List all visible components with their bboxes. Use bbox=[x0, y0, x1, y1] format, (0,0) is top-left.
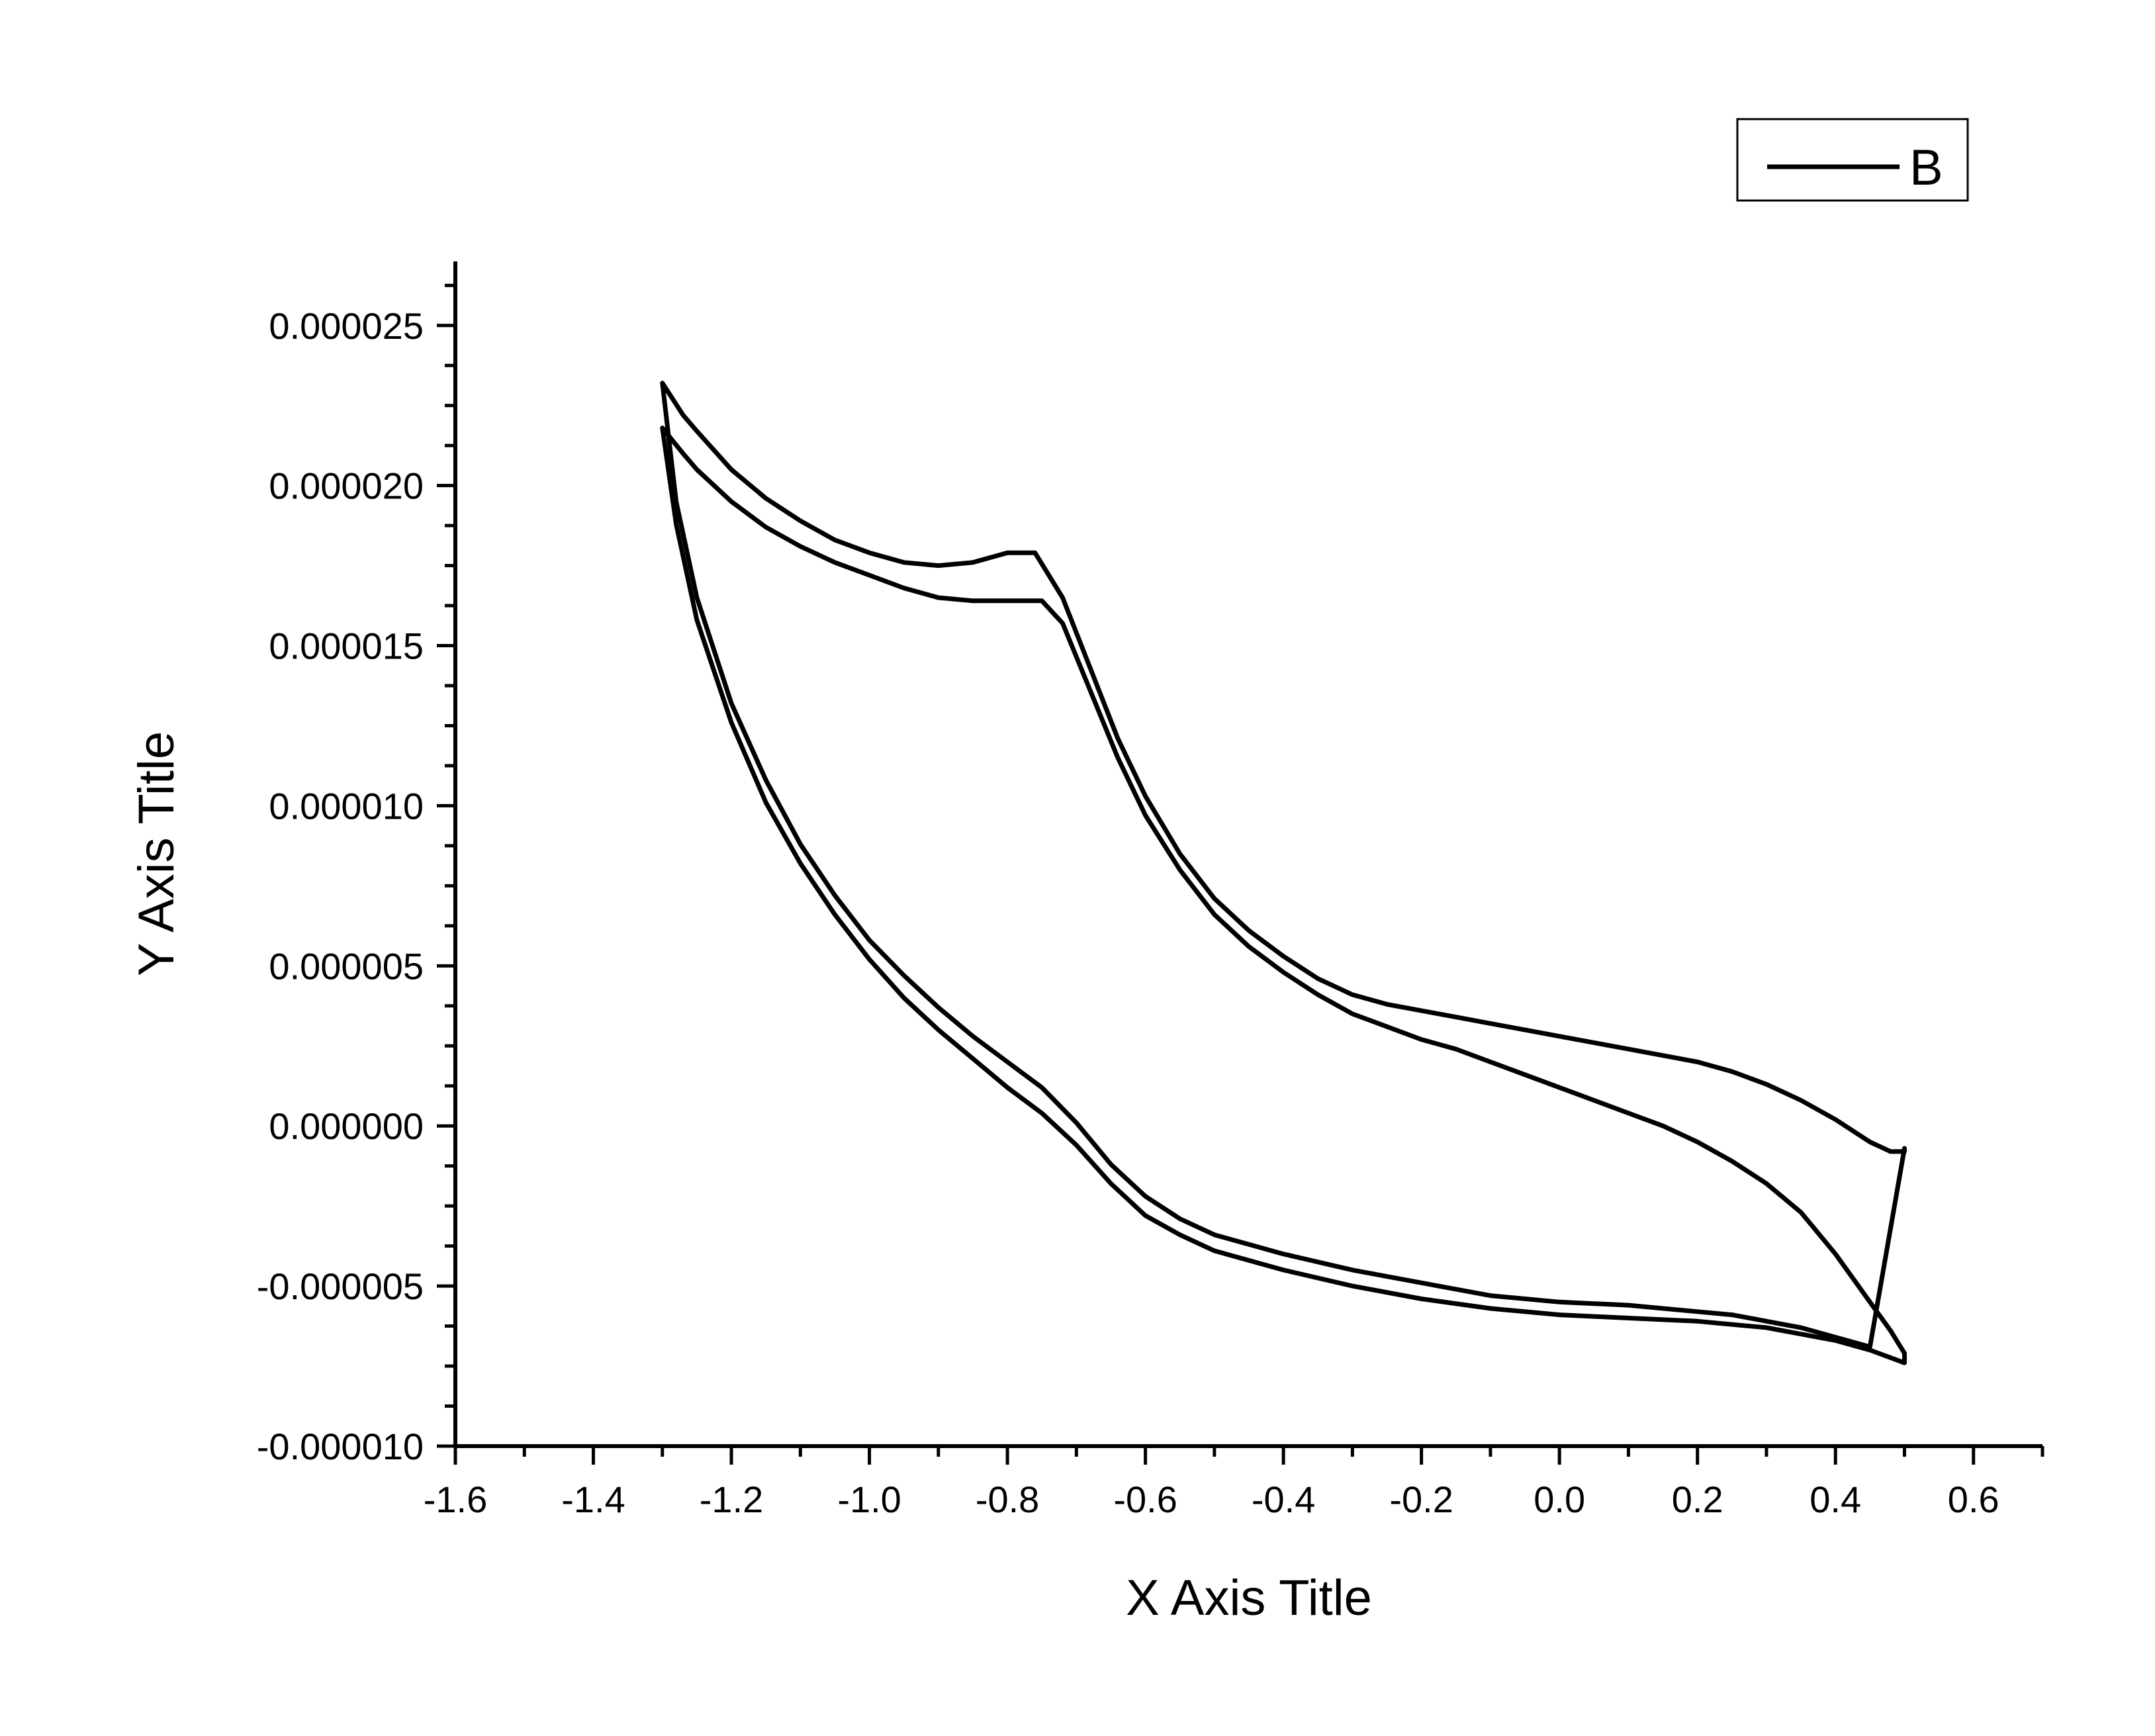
x-tick-label: 0.0 bbox=[1534, 1479, 1585, 1520]
legend-entry-b: B bbox=[1909, 140, 1943, 196]
y-axis-ticks: -0.000010 -0.000005 0.000000 0.000005 0.0000… bbox=[257, 283, 455, 1467]
y-tick-label: 0.000015 bbox=[269, 625, 424, 667]
axes: -1.6 -1.4 -1.2 -1.0 -0.8 -0.6 -0.4 -0.2 0.0 0.2 0.… bbox=[257, 261, 2044, 1520]
legend-box bbox=[1736, 118, 1969, 202]
y-tick-label: -0.000005 bbox=[257, 1265, 424, 1307]
x-axis-title: X Axis Title bbox=[1126, 1570, 1372, 1626]
y-tick-label: -0.000010 bbox=[257, 1426, 424, 1467]
x-tick-label: -0.8 bbox=[976, 1479, 1040, 1520]
x-tick-label: -1.4 bbox=[561, 1479, 625, 1520]
x-tick-label: 0.4 bbox=[1810, 1479, 1861, 1520]
x-tick-label: -1.0 bbox=[837, 1479, 901, 1520]
x-tick-label: 0.2 bbox=[1672, 1479, 1723, 1520]
x-axis-ticks: -1.6 -1.4 -1.2 -1.0 -0.8 -0.6 -0.4 -0.2 0.0 0.2 0.… bbox=[424, 1446, 2044, 1520]
series-b-cycle-2 bbox=[660, 426, 1907, 1365]
x-tick-label: -0.6 bbox=[1113, 1479, 1177, 1520]
y-tick-label: 0.000000 bbox=[269, 1105, 424, 1147]
y-tick-label: 0.000005 bbox=[269, 945, 424, 987]
legend: B bbox=[1736, 118, 1969, 202]
y-tick-label: 0.000010 bbox=[269, 785, 424, 827]
y-tick-label: 0.000020 bbox=[269, 465, 424, 507]
y-axis-title: Y Axis Title bbox=[128, 731, 185, 976]
series-layer bbox=[660, 381, 1907, 1365]
x-tick-label: -0.4 bbox=[1252, 1479, 1316, 1520]
x-tick-label: -0.2 bbox=[1389, 1479, 1453, 1520]
series-b-cycle-1 bbox=[660, 381, 1907, 1349]
x-tick-label: -1.2 bbox=[700, 1479, 764, 1520]
x-tick-label: 0.6 bbox=[1948, 1479, 1999, 1520]
y-tick-label: 0.000025 bbox=[269, 305, 424, 347]
x-tick-label: -1.6 bbox=[424, 1479, 488, 1520]
